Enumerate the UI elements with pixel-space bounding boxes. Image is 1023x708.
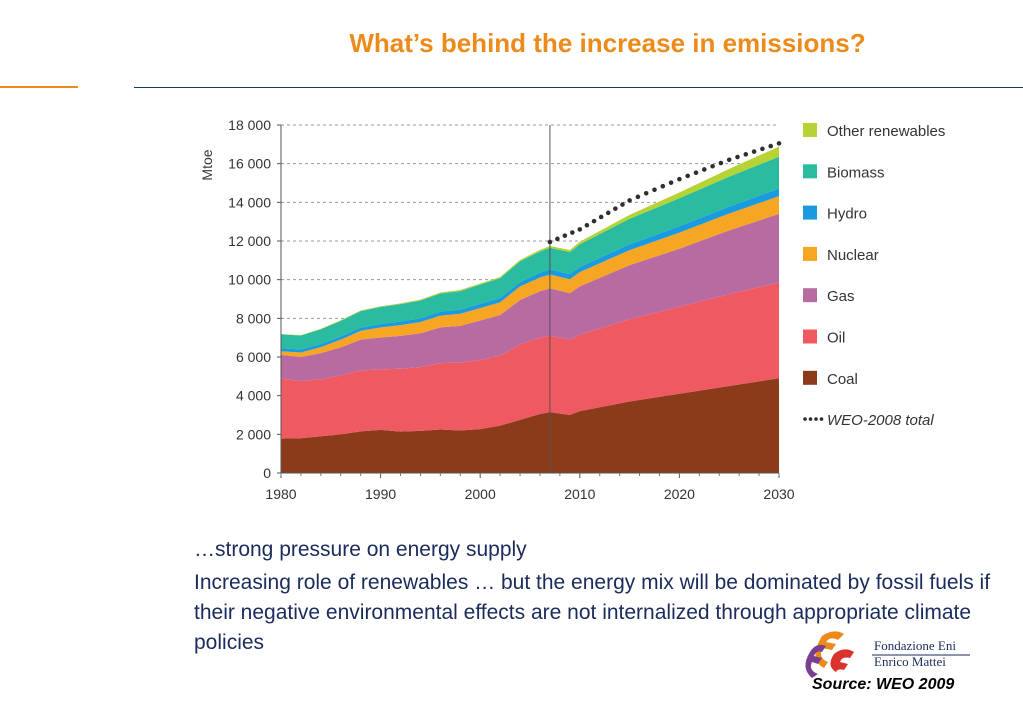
total-line-dot [718, 160, 724, 166]
logo-line1: Fondazione Eni [874, 638, 956, 653]
page-title: What’s behind the increase in emissions? [349, 28, 866, 58]
legend-swatch-biomass [803, 164, 817, 179]
supply-pressure-text: …strong pressure on energy supply [194, 538, 527, 561]
energy-area-chart: 0 2 000 4 000 6 000 8 000 10 000 12 000 14 000 1… [199, 117, 945, 502]
y-tick-label: 0 [263, 465, 271, 481]
legend-label: Oil [827, 330, 845, 347]
total-line-dot [547, 239, 553, 245]
y-tick-label: 4 000 [236, 388, 271, 404]
area-coal [281, 378, 779, 473]
total-line-dot [605, 210, 611, 216]
x-tick-label: 1980 [265, 486, 296, 502]
legend-swatch-nuclear [803, 246, 817, 261]
renewables-paragraph: Increasing role of renewables … but the … [194, 571, 991, 654]
total-line-dot [760, 146, 765, 152]
accent-rule [0, 86, 78, 88]
legend-swatch-other-renewables [803, 123, 817, 137]
y-tick-label: 12 000 [228, 233, 271, 249]
x-tick-label: 1990 [365, 486, 396, 502]
area-gas [281, 213, 779, 382]
legend-swatch-coal [803, 370, 817, 385]
source-note: Source: WEO 2009 [812, 676, 955, 693]
y-tick-label: 14 000 [228, 194, 271, 210]
legend-label: Gas [827, 288, 855, 305]
legend-label: Hydro [827, 206, 867, 223]
x-tick-label: 2010 [564, 486, 595, 502]
area-biomass [281, 156, 779, 350]
legend-swatch-total [808, 417, 813, 421]
total-line-dot [677, 176, 682, 182]
logo-mark-orange [815, 631, 844, 668]
total-line-dot [643, 191, 649, 196]
total-line-dot [685, 173, 690, 179]
total-line-dot [693, 170, 699, 175]
total-line-dot [613, 206, 618, 211]
total-line [547, 141, 782, 245]
axes [280, 125, 779, 474]
total-line-dot [577, 227, 583, 232]
legend-label: Biomass [827, 164, 885, 181]
total-line-dot [735, 154, 740, 160]
tick-labels: 0 2 000 4 000 6 000 8 000 10 000 12 000 14 000 1… [228, 117, 795, 502]
y-tick-label: 8 000 [236, 310, 271, 326]
legend: Other renewables Biomass Hydro Nuclear Gas Oi… [803, 123, 945, 429]
legend-swatch-hydro [803, 205, 817, 220]
series-areas [281, 146, 779, 473]
legend-swatch-total [814, 417, 818, 421]
legend-swatch-total [819, 417, 824, 421]
x-tick-label: 2030 [763, 486, 794, 502]
total-line-dot [726, 157, 732, 163]
logo-mark-purple [805, 644, 826, 678]
area-oil [281, 282, 779, 439]
total-line-dot [743, 152, 749, 157]
y-tick-label: 2 000 [236, 426, 271, 442]
logo-mark-red [830, 649, 854, 672]
legend-swatch-gas [803, 288, 817, 303]
total-line-dot [570, 230, 575, 235]
total-line-dot [652, 187, 657, 193]
total-line-dot [702, 167, 707, 172]
total-line-dot [555, 236, 560, 242]
total-line-dot [591, 218, 597, 224]
total-line-dot [584, 222, 590, 228]
total-line-dot [598, 214, 604, 220]
fem-logo: Fondazione Eni Enrico Mattei [805, 631, 970, 678]
y-tick-label: 6 000 [236, 349, 271, 365]
legend-label: Nuclear [827, 247, 879, 264]
legend-label: Coal [827, 371, 858, 388]
total-line-dot [776, 141, 782, 146]
total-line-dot [635, 194, 641, 200]
legend-swatch-oil [803, 329, 817, 344]
x-tick-label: 2020 [664, 486, 695, 502]
total-line-dot [751, 149, 757, 154]
total-line-dot [620, 202, 625, 207]
y-tick-label: 10 000 [228, 272, 271, 288]
header-divider [134, 87, 1023, 88]
legend-label: WEO-2008 total [827, 412, 934, 429]
total-line-dot [768, 143, 773, 149]
total-line-dot [710, 163, 715, 169]
y-axis-label: Mtoe [199, 149, 215, 180]
total-line-dot [668, 180, 674, 185]
total-line-dot [627, 198, 632, 203]
logo-line2: Enrico Mattei [874, 654, 946, 669]
total-line-dot [562, 233, 568, 238]
x-tick-label: 2000 [465, 486, 496, 502]
y-tick-label: 16 000 [228, 156, 271, 172]
legend-swatch-total [803, 417, 807, 421]
y-tick-label: 18 000 [228, 117, 271, 133]
total-line-dot [660, 183, 666, 189]
legend-label: Other renewables [827, 123, 945, 140]
